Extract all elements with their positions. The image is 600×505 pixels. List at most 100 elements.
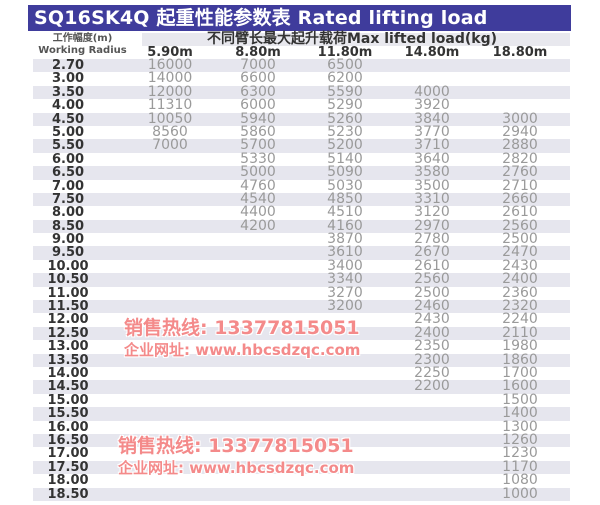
radius-cell: 18.00 bbox=[47, 473, 89, 489]
table-row: 3.00 14000 6600 6200 bbox=[33, 70, 570, 87]
load-cell: 2940 bbox=[502, 123, 538, 140]
load-cell: 3610 bbox=[327, 244, 363, 261]
table-row: 9.50 3610 2670 2470 bbox=[33, 244, 570, 261]
load-cell: 3120 bbox=[414, 204, 450, 221]
load-cell: 4510 bbox=[327, 204, 363, 221]
load-cell: 2780 bbox=[414, 231, 450, 248]
load-cell: 3200 bbox=[327, 298, 363, 315]
radius-cell: 12.00 bbox=[47, 312, 89, 328]
load-cell: 3640 bbox=[414, 150, 450, 167]
radius-cell: 13.00 bbox=[47, 339, 89, 355]
table-row: 7.00 4760 5030 3500 2710 bbox=[33, 177, 570, 194]
load-cell: 5330 bbox=[240, 150, 276, 167]
load-cell: 4160 bbox=[327, 217, 363, 234]
load-cell: 4540 bbox=[240, 190, 276, 207]
load-cell: 14000 bbox=[147, 70, 193, 87]
load-cell: 5290 bbox=[327, 97, 363, 114]
table-row: 7.50 4540 4850 3310 2660 bbox=[33, 190, 570, 207]
radius-cell: 15.00 bbox=[47, 392, 89, 408]
table-row: 12.50 2400 2110 bbox=[33, 325, 570, 341]
load-cell: 2880 bbox=[502, 137, 538, 154]
radius-cell: 11.50 bbox=[47, 299, 89, 315]
table-row: 12.00 2430 2240 bbox=[33, 311, 570, 328]
load-cell: 2300 bbox=[414, 351, 450, 368]
radius-cell: 10.00 bbox=[47, 258, 89, 274]
boom-length-header: 18.80m bbox=[492, 45, 548, 60]
load-cell: 4400 bbox=[240, 204, 276, 221]
load-cell: 3000 bbox=[502, 110, 538, 127]
table-row: 16.50 1260 bbox=[33, 433, 570, 447]
radius-cell: 3.50 bbox=[51, 84, 85, 100]
load-cell: 4000 bbox=[414, 83, 450, 100]
radius-cell: 6.00 bbox=[51, 151, 85, 167]
radius-cell: 17.00 bbox=[47, 446, 89, 462]
load-cell: 3870 bbox=[327, 231, 363, 248]
watermark-phone: 销售热线: 13377815051 bbox=[118, 435, 354, 457]
load-cell: 6600 bbox=[240, 70, 276, 87]
table-row: 18.00 1080 bbox=[33, 473, 570, 489]
table-row: 10.50 3340 2560 2400 bbox=[33, 271, 570, 288]
table-row: 11.50 3200 2460 2320 bbox=[33, 298, 570, 315]
load-cell: 5700 bbox=[240, 137, 276, 154]
radius-cell: 12.50 bbox=[47, 325, 89, 341]
boom-length-header: 11.80m bbox=[317, 45, 373, 60]
load-cell: 11310 bbox=[147, 97, 193, 114]
load-cell: 3710 bbox=[414, 137, 450, 154]
radius-cell: 14.00 bbox=[47, 365, 89, 381]
load-cell: 4760 bbox=[240, 177, 276, 194]
watermark-site: 企业网址: www.hbcsdzqc.com bbox=[118, 459, 355, 477]
radius-header-cn: 工作幅度(m) bbox=[52, 33, 113, 44]
load-table: 2.70 16000 7000 6500 3.00 14000 6600 6200 3.50 12… bbox=[33, 57, 570, 502]
load-cell: 5860 bbox=[240, 123, 276, 140]
radius-cell: 11.00 bbox=[47, 285, 89, 301]
load-cell: 1230 bbox=[502, 445, 538, 462]
table-row: 8.00 4400 4510 3120 2610 bbox=[33, 204, 570, 221]
load-cell: 2560 bbox=[414, 271, 450, 288]
load-cell: 2430 bbox=[414, 311, 450, 328]
load-cell: 2560 bbox=[502, 217, 538, 234]
load-cell: 3400 bbox=[327, 257, 363, 274]
table-row: 13.00 2350 1980 bbox=[33, 339, 570, 355]
load-cell: 1500 bbox=[502, 391, 538, 408]
table-row: 17.00 1230 bbox=[33, 445, 570, 462]
load-cell: 6500 bbox=[327, 57, 363, 73]
radius-cell: 4.50 bbox=[51, 111, 85, 127]
table-row: 18.50 1000 bbox=[33, 485, 570, 502]
radius-cell: 8.00 bbox=[51, 205, 85, 221]
boom-length-header: 5.90m bbox=[147, 45, 193, 60]
table-row: 11.00 3270 2500 2360 bbox=[33, 284, 570, 301]
load-cell: 5940 bbox=[240, 110, 276, 127]
radius-cell: 17.50 bbox=[47, 459, 89, 475]
load-cell: 4200 bbox=[240, 217, 276, 234]
load-cell: 3310 bbox=[414, 190, 450, 207]
load-cell: 2500 bbox=[414, 284, 450, 301]
load-cell: 1860 bbox=[502, 351, 538, 368]
load-cell: 5230 bbox=[327, 123, 363, 140]
table-row: 9.00 3870 2780 2500 bbox=[33, 231, 570, 248]
boom-length-header: 14.80m bbox=[404, 45, 460, 60]
load-cell: 8560 bbox=[152, 123, 188, 140]
radius-cell: 9.50 bbox=[51, 245, 85, 261]
load-cell: 2500 bbox=[502, 231, 538, 248]
load-cell: 6300 bbox=[240, 83, 276, 100]
load-cell: 1000 bbox=[502, 485, 538, 502]
table-row: 2.70 16000 7000 6500 bbox=[33, 57, 570, 73]
load-cell: 2430 bbox=[502, 257, 538, 274]
table-row: 8.50 4200 4160 2970 2560 bbox=[33, 217, 570, 234]
load-cell: 2820 bbox=[502, 150, 538, 167]
radius-header-en: Working Radius bbox=[38, 45, 127, 56]
load-cell: 10050 bbox=[147, 110, 193, 127]
load-cell: 16000 bbox=[147, 57, 193, 73]
load-cell: 2970 bbox=[414, 217, 450, 234]
radius-cell: 14.50 bbox=[47, 379, 89, 395]
watermark-phone: 销售热线: 13377815051 bbox=[124, 317, 360, 339]
load-cell: 3840 bbox=[414, 110, 450, 127]
table-row: 4.50 10050 5940 5260 3840 3000 bbox=[33, 110, 570, 127]
load-cell: 5030 bbox=[327, 177, 363, 194]
table-row: 10.00 3400 2610 2430 bbox=[33, 257, 570, 274]
load-cell: 5260 bbox=[327, 110, 363, 127]
load-cell: 6200 bbox=[327, 70, 363, 87]
table-row: 17.50 1170 bbox=[33, 459, 570, 475]
watermark-site: 企业网址: www.hbcsdzqc.com bbox=[124, 341, 361, 359]
radius-cell: 18.50 bbox=[47, 486, 89, 502]
